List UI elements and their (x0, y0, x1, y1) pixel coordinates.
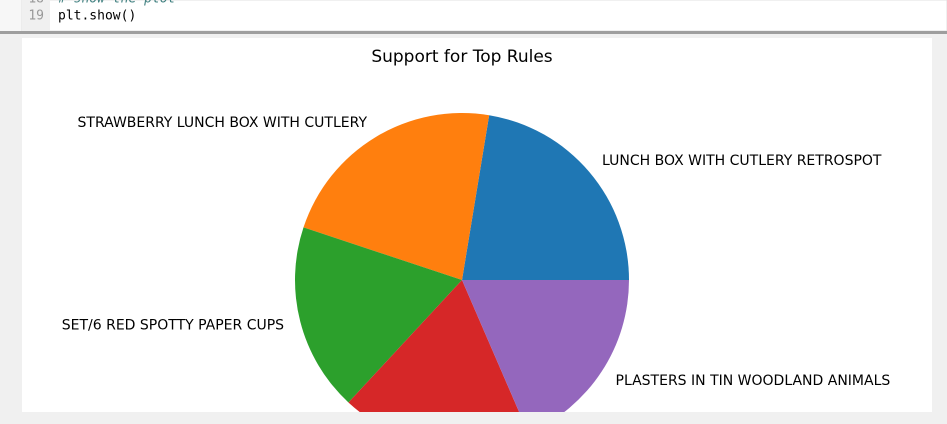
slice-label: LUNCH BOX WITH CUTLERY RETROSPOT (602, 153, 882, 169)
pie-slice (462, 115, 629, 280)
line-number: 18 (28, 0, 44, 7)
pie-slice (348, 280, 520, 412)
slice-label: STRAWBERRY LUNCH BOX WITH CUTLERY (78, 115, 368, 131)
chart-title: Support for Top Rules (371, 47, 552, 67)
pie-chart: Support for Top Rules LUNCH BOX WITH CUT… (62, 47, 891, 412)
gutter (22, 0, 50, 31)
pie-slice (303, 113, 490, 280)
slice-label: SET/6 RED SPOTTY PAPER CUPS (62, 318, 284, 334)
pie-slice (462, 280, 629, 412)
line-number: 19 (28, 9, 44, 24)
pie-slice (295, 227, 462, 403)
code-editor (21, 0, 947, 32)
slice-label: PLASTERS IN TIN WOODLAND ANIMALS (616, 373, 891, 389)
cell-separator (0, 31, 947, 34)
code-line: # show the plot (57, 0, 176, 7)
code-line: plt.show() (58, 9, 136, 24)
